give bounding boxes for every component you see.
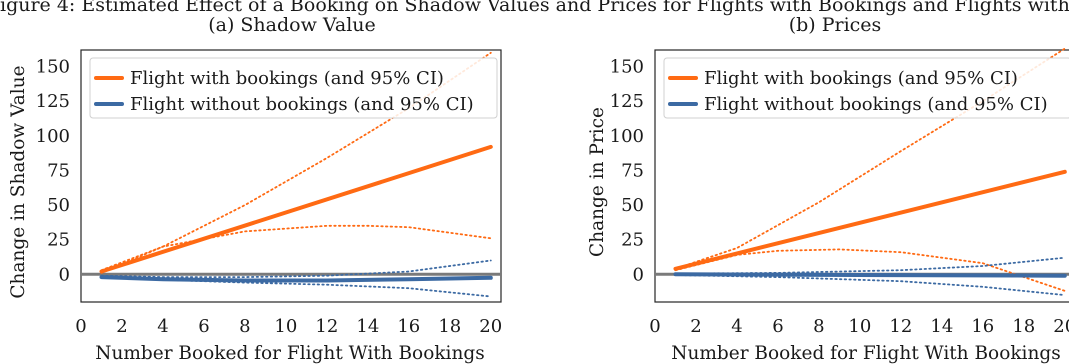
y-axis-label: Change in Price bbox=[587, 107, 608, 257]
y-tick-label: 25 bbox=[621, 230, 644, 251]
y-tick-label: 75 bbox=[47, 160, 70, 181]
y-tick-label: 25 bbox=[47, 230, 70, 251]
x-tick-label: 0 bbox=[75, 316, 86, 337]
y-tick-label: 125 bbox=[36, 91, 70, 112]
y-tick-label: 50 bbox=[621, 195, 644, 216]
plot-frame bbox=[654, 49, 1069, 303]
x-tick-label: 2 bbox=[116, 316, 127, 337]
x-tick-label: 12 bbox=[315, 316, 338, 337]
y-tick-label: 75 bbox=[621, 160, 644, 181]
plot-frame bbox=[80, 49, 502, 303]
x-tick-label: 14 bbox=[356, 316, 379, 337]
y-tick-label: 0 bbox=[59, 264, 70, 285]
y-tick-label: 0 bbox=[633, 264, 644, 285]
legend-entry: Flight with bookings (and 95% CI) bbox=[130, 68, 444, 89]
x-tick-label: 10 bbox=[848, 316, 871, 337]
series-with-bookings-line bbox=[673, 169, 1067, 271]
x-tick-label: 12 bbox=[889, 316, 912, 337]
y-tick-label: 50 bbox=[47, 195, 70, 216]
x-tick-label: 20 bbox=[1053, 316, 1069, 337]
x-tick-label: 20 bbox=[479, 316, 502, 337]
y-axis-label: Change in Shadow Value bbox=[8, 65, 29, 298]
x-tick-label: 10 bbox=[274, 316, 297, 337]
series-with-bookings-line bbox=[99, 144, 493, 274]
x-tick-label: 8 bbox=[813, 316, 824, 337]
y-tick-label: 125 bbox=[610, 91, 644, 112]
x-tick-label: 16 bbox=[397, 316, 420, 337]
x-tick-label: 14 bbox=[930, 316, 953, 337]
series-without-bookings-line bbox=[99, 275, 493, 283]
legend-entry: Flight without bookings (and 95% CI) bbox=[704, 94, 1048, 115]
series-with-bookings-ci-lower bbox=[100, 224, 492, 274]
x-tick-label: 18 bbox=[1012, 316, 1035, 337]
panel-title: (b) Prices bbox=[789, 14, 882, 36]
y-tick-label: 150 bbox=[36, 57, 70, 78]
series-without-bookings-ci-upper bbox=[674, 256, 1066, 275]
x-tick-label: 6 bbox=[772, 316, 783, 337]
figure-caption-fragment: igure 4: Estimated Effect of a Booking o… bbox=[0, 0, 1069, 16]
legend-entry: Flight without bookings (and 95% CI) bbox=[130, 94, 474, 115]
y-tick-label: 100 bbox=[36, 126, 70, 147]
x-tick-label: 8 bbox=[239, 316, 250, 337]
legend: Flight with bookings (and 95% CI) Flight … bbox=[663, 57, 1069, 119]
series-without-bookings-ci-lower bbox=[674, 274, 1066, 297]
x-tick-label: 4 bbox=[157, 316, 168, 337]
legend-box bbox=[89, 57, 498, 119]
legend-box bbox=[663, 57, 1069, 119]
x-tick-label: 18 bbox=[438, 316, 461, 337]
x-axis-label: Number Booked for Flight With Bookings bbox=[95, 343, 484, 364]
y-tick-label: 150 bbox=[610, 57, 644, 78]
series-without-bookings-line bbox=[673, 272, 1067, 278]
x-tick-label: 6 bbox=[198, 316, 209, 337]
x-tick-label: 0 bbox=[649, 316, 660, 337]
legend-entry: Flight with bookings (and 95% CI) bbox=[704, 68, 1018, 89]
x-tick-label: 16 bbox=[971, 316, 994, 337]
panel-title: (a) Shadow Value bbox=[208, 14, 376, 36]
x-tick-label: 2 bbox=[690, 316, 701, 337]
x-tick-label: 4 bbox=[731, 316, 742, 337]
x-axis-label: Number Booked for Flight With Bookings bbox=[671, 343, 1060, 364]
y-tick-label: 100 bbox=[610, 126, 644, 147]
panel-shadow-value: (a) Shadow Value 0 25 50 75 100 125 150 0 2 4 6 8 10 1… bbox=[8, 14, 502, 364]
legend: Flight with bookings (and 95% CI) Flight … bbox=[89, 57, 498, 119]
panel-prices: (b) Prices 0 25 50 75 100 125 150 0 2 4 6 8 10 12 14 16 1… bbox=[587, 14, 1069, 364]
